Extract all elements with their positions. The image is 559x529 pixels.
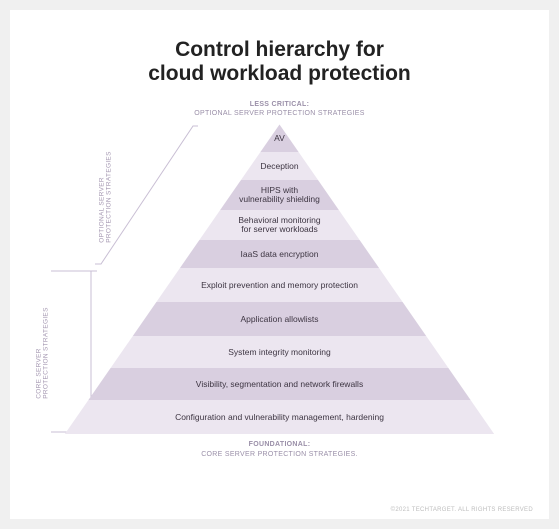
pyramid-layer-6: Application allowlists xyxy=(65,302,495,336)
footer-copyright: ©2021 TECHTARGET. ALL RIGHTS RESERVED xyxy=(391,507,533,513)
pyramid-layer-9: Configuration and vulnerability manageme… xyxy=(65,400,495,434)
title-line1: Control hierarchy for xyxy=(175,38,384,61)
pyramid-layer-label-1: Deception xyxy=(260,162,298,171)
pyramid-layer-label-3: Behavioral monitoringfor server workload… xyxy=(238,216,320,235)
pyramid-layer-7: System integrity monitoring xyxy=(65,336,495,368)
title-line2: cloud workload protection xyxy=(148,62,411,85)
bracket-upper xyxy=(53,124,213,269)
pyramid-layer-label-2: HIPS withvulnerability shielding xyxy=(239,186,320,205)
bottom-annotation: FOUNDATIONAL: CORE SERVER PROTECTION STR… xyxy=(28,440,531,458)
page-title: Control hierarchy for cloud workload pro… xyxy=(28,38,531,86)
pyramid-container: OPTIONAL SERVER PROTECTION STRATEGIES CO… xyxy=(65,124,495,434)
left-label-upper-l2: PROTECTION STRATEGIES xyxy=(105,152,112,243)
left-label-lower-l2: PROTECTION STRATEGIES xyxy=(42,308,49,399)
pyramid-layer-label-0: AV xyxy=(274,134,285,143)
pyramid-layer-label-6: Application allowlists xyxy=(241,315,319,324)
pyramid-layer-label-9: Configuration and vulnerability manageme… xyxy=(175,413,384,422)
top-annotation-sub: OPTIONAL SERVER PROTECTION STRATEGIES xyxy=(194,110,364,117)
pyramid-layer-label-4: IaaS data encryption xyxy=(241,250,319,259)
left-label-upper-l1: OPTIONAL SERVER xyxy=(98,178,105,244)
pyramid-layer-5: Exploit prevention and memory protection xyxy=(65,268,495,302)
pyramid-layer-8: Visibility, segmentation and network fir… xyxy=(65,368,495,400)
card: Control hierarchy for cloud workload pro… xyxy=(10,10,549,519)
bottom-annotation-sub: CORE SERVER PROTECTION STRATEGIES. xyxy=(201,451,358,458)
left-label-upper: OPTIONAL SERVER PROTECTION STRATEGIES xyxy=(98,152,112,243)
pyramid-layer-label-5: Exploit prevention and memory protection xyxy=(201,281,358,290)
top-annotation-strong: LESS CRITICAL: xyxy=(250,101,309,108)
top-annotation: LESS CRITICAL: OPTIONAL SERVER PROTECTIO… xyxy=(28,100,531,118)
left-label-lower: CORE SERVER PROTECTION STRATEGIES xyxy=(35,308,49,399)
bottom-annotation-strong: FOUNDATIONAL: xyxy=(249,441,311,448)
pyramid-layer-label-8: Visibility, segmentation and network fir… xyxy=(196,380,363,389)
pyramid-layer-label-7: System integrity monitoring xyxy=(228,348,331,357)
left-label-lower-l1: CORE SERVER xyxy=(35,349,42,400)
outer-frame: Control hierarchy for cloud workload pro… xyxy=(0,0,559,529)
